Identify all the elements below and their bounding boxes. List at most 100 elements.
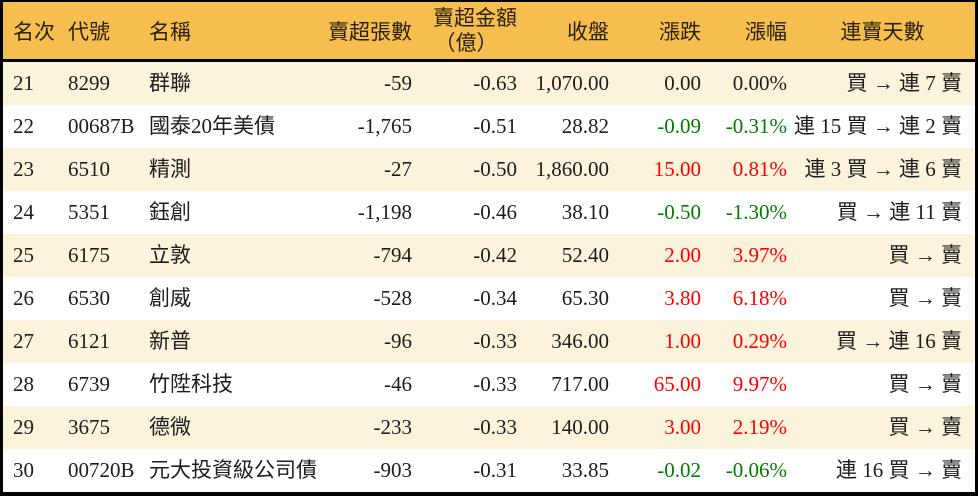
cell-code: 8299 xyxy=(68,71,110,95)
cell-close: 28.82 xyxy=(561,114,609,138)
cell-streak: 連 15 買 → 連 2 賣 xyxy=(794,114,962,138)
cell-code: 6530 xyxy=(68,286,110,310)
table-row: 29 3675 德微 -233 -0.33 140.00 3.00 2.19% … xyxy=(3,406,975,449)
cell-name: 群聯 xyxy=(149,71,191,95)
cell-sell-amount: -0.51 xyxy=(473,114,517,138)
cell-change: -0.09 xyxy=(657,114,701,138)
cell-name: 精測 xyxy=(149,157,191,181)
table-row: 27 6121 新普 -96 -0.33 346.00 1.00 0.29% 買… xyxy=(3,320,975,363)
cell-code: 00720B xyxy=(68,458,135,482)
cell-sell-lots: -1,198 xyxy=(357,200,412,224)
cell-sell-amount: -0.63 xyxy=(473,71,517,95)
column-header-change: 漲跌 xyxy=(659,19,701,44)
cell-close: 717.00 xyxy=(551,372,609,396)
column-header-sell-amount-line2: （億） xyxy=(434,30,498,55)
table-row: 21 8299 群聯 -59 -0.63 1,070.00 0.00 0.00%… xyxy=(3,62,975,105)
cell-sell-lots: -794 xyxy=(373,243,413,267)
cell-change: 15.00 xyxy=(653,157,701,181)
cell-change: -0.50 xyxy=(657,200,701,224)
cell-sell-amount: -0.46 xyxy=(473,200,517,224)
cell-sell-amount: -0.31 xyxy=(473,458,517,482)
cell-streak: 買 → 賣 xyxy=(888,286,963,310)
cell-sell-lots: -1,765 xyxy=(357,114,412,138)
column-header-name: 名稱 xyxy=(149,19,191,44)
cell-close: 1,070.00 xyxy=(535,71,610,95)
cell-change-pct: 0.29% xyxy=(732,329,787,353)
cell-rank: 22 xyxy=(13,114,34,138)
cell-change-pct: 3.97% xyxy=(732,243,787,267)
cell-streak: 買 → 賣 xyxy=(888,243,963,267)
cell-rank: 27 xyxy=(13,329,34,353)
cell-sell-lots: -96 xyxy=(384,329,412,353)
cell-name: 元大投資級公司債 xyxy=(149,458,316,482)
table-row: 26 6530 創威 -528 -0.34 65.30 3.80 6.18% 買… xyxy=(3,277,975,320)
cell-name: 國泰20年美債 xyxy=(149,114,275,138)
column-header-sell-amount-line1: 賣超金額 xyxy=(433,5,517,30)
cell-streak: 買 → 賣 xyxy=(888,415,963,439)
cell-change: -0.02 xyxy=(657,458,701,482)
cell-code: 6121 xyxy=(68,329,110,353)
cell-name: 竹陞科技 xyxy=(149,372,233,396)
cell-change-pct: 0.00% xyxy=(732,71,787,95)
cell-sell-amount: -0.33 xyxy=(473,329,517,353)
table-body: 21 8299 群聯 -59 -0.63 1,070.00 0.00 0.00%… xyxy=(3,62,975,492)
table-row: 24 5351 鈺創 -1,198 -0.46 38.10 -0.50 -1.3… xyxy=(3,191,975,234)
cell-change-pct: 0.81% xyxy=(732,157,787,181)
table-row: 23 6510 精測 -27 -0.50 1,860.00 15.00 0.81… xyxy=(3,148,975,191)
cell-rank: 28 xyxy=(13,372,34,396)
cell-name: 創威 xyxy=(149,286,191,310)
cell-sell-amount: -0.34 xyxy=(473,286,517,310)
cell-name: 鈺創 xyxy=(149,200,191,224)
cell-rank: 30 xyxy=(13,458,34,482)
cell-rank: 21 xyxy=(13,71,34,95)
cell-rank: 26 xyxy=(13,286,34,310)
cell-rank: 29 xyxy=(13,415,34,439)
cell-close: 52.40 xyxy=(561,243,609,267)
table-row: 28 6739 竹陞科技 -46 -0.33 717.00 65.00 9.97… xyxy=(3,363,975,406)
cell-rank: 25 xyxy=(13,243,34,267)
cell-sell-lots: -46 xyxy=(384,372,412,396)
cell-streak: 買 → 連 11 賣 xyxy=(836,200,962,224)
cell-sell-lots: -528 xyxy=(373,286,413,310)
cell-name: 立敦 xyxy=(149,243,191,267)
column-header-close: 收盤 xyxy=(567,19,609,44)
cell-change-pct: -0.31% xyxy=(725,114,787,138)
cell-change-pct: 6.18% xyxy=(732,286,787,310)
cell-change-pct: -1.30% xyxy=(725,200,787,224)
cell-close: 140.00 xyxy=(551,415,609,439)
cell-change: 3.80 xyxy=(664,286,701,310)
cell-sell-amount: -0.33 xyxy=(473,372,517,396)
cell-code: 3675 xyxy=(68,415,110,439)
cell-close: 38.10 xyxy=(561,200,609,224)
cell-code: 6739 xyxy=(68,372,110,396)
cell-streak: 買 → 連 7 賣 xyxy=(846,71,963,95)
table-row: 30 00720B 元大投資級公司債 -903 -0.31 33.85 -0.0… xyxy=(3,449,975,492)
cell-close: 65.30 xyxy=(561,286,609,310)
cell-code: 5351 xyxy=(68,200,110,224)
cell-rank: 24 xyxy=(13,200,34,224)
cell-code: 6510 xyxy=(68,157,110,181)
cell-sell-lots: -903 xyxy=(373,458,413,482)
column-header-code: 代號 xyxy=(68,19,110,44)
cell-sell-lots: -233 xyxy=(373,415,413,439)
cell-change-pct: 9.97% xyxy=(732,372,787,396)
table-header: 名次 代號 名稱 賣超張數 賣超金額 （億） 收盤 漲跌 漲幅 連賣天數 xyxy=(3,2,975,62)
cell-close: 1,860.00 xyxy=(535,157,610,181)
column-header-sell-lots: 賣超張數 xyxy=(328,19,412,44)
cell-sell-lots: -27 xyxy=(384,157,412,181)
column-header-sell-amount: 賣超金額 （億） xyxy=(415,2,520,59)
cell-change: 65.00 xyxy=(653,372,701,396)
cell-streak: 連 3 買 → 連 6 賣 xyxy=(804,157,963,181)
cell-change: 2.00 xyxy=(664,243,701,267)
cell-name: 新普 xyxy=(149,329,191,353)
cell-close: 346.00 xyxy=(551,329,609,353)
cell-change: 3.00 xyxy=(664,415,701,439)
column-header-rank: 名次 xyxy=(13,19,55,44)
table-row: 25 6175 立敦 -794 -0.42 52.40 2.00 3.97% 買… xyxy=(3,234,975,277)
cell-streak: 連 16 買 → 賣 xyxy=(836,458,962,482)
cell-rank: 23 xyxy=(13,157,34,181)
cell-change: 1.00 xyxy=(664,329,701,353)
cell-change-pct: -0.06% xyxy=(725,458,787,482)
column-header-streak: 連賣天數 xyxy=(840,19,925,44)
